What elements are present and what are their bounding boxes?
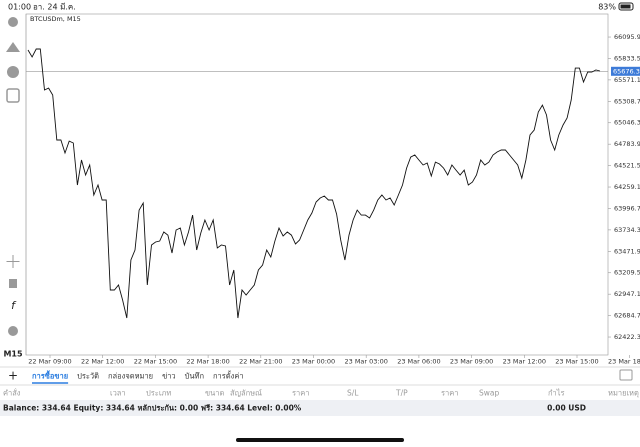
status-battery: 83% — [598, 3, 616, 12]
y-tick-label: 65308.70 — [614, 97, 640, 105]
summary-row — [0, 400, 640, 416]
left-toolbar: f — [6, 17, 20, 336]
tab[interactable]: การซื้อขาย — [32, 370, 68, 381]
column-header: เวลา — [110, 389, 126, 398]
column-header: Swap — [479, 389, 499, 398]
summary-text: Balance: 334.64 Equity: 334.64 หลักประกั… — [3, 404, 302, 413]
tab[interactable]: ข่าว — [162, 372, 176, 381]
y-tick-label: 64783.90 — [614, 140, 640, 148]
battery-icon — [618, 2, 634, 11]
chat-icon[interactable] — [7, 66, 19, 78]
x-tick-label: 23 Mar 00:00 — [292, 358, 335, 366]
x-tick-label: 23 Mar 03:00 — [344, 358, 387, 366]
candle-icon[interactable] — [9, 279, 17, 288]
x-tick-label: 22 Mar 09:00 — [28, 358, 71, 366]
x-tick-label: 22 Mar 15:00 — [134, 358, 177, 366]
y-tick-label: 63996.70 — [614, 204, 640, 212]
column-header: ขนาด — [205, 389, 224, 398]
x-tick-label: 23 Mar 12:00 — [503, 358, 546, 366]
y-tick-label: 66095.90 — [614, 33, 640, 41]
y-tick-label: 62684.70 — [614, 312, 640, 320]
y-tick-label: 65571.10 — [614, 76, 640, 84]
account-icon[interactable] — [8, 17, 18, 27]
tab[interactable]: บันทึก — [185, 372, 204, 381]
current-price-box — [611, 66, 640, 76]
timeframe-button[interactable]: M15 — [3, 350, 23, 359]
tab[interactable]: การตั้งค่า — [213, 371, 244, 381]
column-header: คำสั่ง — [3, 388, 21, 398]
y-tick-label: 64259.10 — [614, 183, 640, 191]
column-headers: คำสั่ง เวลา ประเภท ขนาด สัญลักษณ์ ราคา S/L T/P ร… — [3, 388, 639, 398]
plot: 66095.90 65833.50 65571.10 65308.70 65046.30… — [26, 33, 640, 366]
y-tick-label: 65046.30 — [614, 119, 640, 127]
x-tick-label: 22 Mar 21:00 — [239, 358, 282, 366]
y-tick-label: 63209.50 — [614, 269, 640, 277]
current-price-label: 65676.30 — [613, 67, 640, 75]
x-tick-label: 22 Mar 12:00 — [81, 358, 124, 366]
x-tick-label: 23 Mar 06:00 — [397, 358, 440, 366]
add-button[interactable]: + — [8, 369, 18, 383]
trade-icon[interactable] — [6, 42, 20, 52]
tab[interactable]: กล่องจดหมาย — [108, 372, 153, 381]
battery-level — [620, 4, 631, 9]
x-tick-label: 23 Mar 18:00 — [608, 358, 640, 366]
x-tick-label: 22 Mar 18:00 — [186, 358, 229, 366]
column-header: ประเภท — [146, 389, 171, 398]
tab[interactable]: ประวัติ — [77, 372, 99, 381]
status-time: 01:00 — [8, 3, 31, 12]
x-tick-label: 23 Mar 09:00 — [450, 358, 493, 366]
column-header: S/L — [347, 389, 359, 398]
column-header: ราคา — [292, 389, 309, 398]
tabs: การซื้อขาย ประวัติ กล่องจดหมาย ข่าว บันทึก กา… — [32, 370, 244, 384]
indicator-icon[interactable]: f — [11, 299, 17, 312]
objects-icon[interactable] — [8, 326, 18, 336]
expand-icon[interactable] — [619, 369, 633, 381]
column-header: ราคา — [441, 389, 458, 398]
home-indicator — [236, 438, 404, 442]
column-header: กำไร — [548, 389, 565, 398]
x-tick-label: 23 Mar 15:00 — [555, 358, 598, 366]
y-tick-label: 63471.90 — [614, 247, 640, 255]
plot-frame — [25, 13, 609, 356]
column-header: หมายเหตุ — [608, 389, 639, 398]
y-tick-label: 62947.10 — [614, 290, 640, 298]
add-icon[interactable] — [6, 88, 20, 103]
y-tick-label: 62422.30 — [614, 333, 640, 341]
y-tick-label: 64521.50 — [614, 162, 640, 170]
chart-symbol: BTCUSDm, M15 — [30, 15, 81, 23]
crosshair-icon[interactable] — [6, 255, 20, 268]
y-tick-label: 65833.50 — [614, 54, 640, 62]
status-date: อา. 24 มี.ค. — [33, 3, 76, 12]
column-header: สัญลักษณ์ — [230, 389, 262, 398]
y-tick-label: 63734.30 — [614, 226, 640, 234]
column-header: T/P — [395, 389, 408, 398]
price-line — [27, 48, 601, 319]
summary-profit: 0.00 USD — [547, 404, 586, 413]
